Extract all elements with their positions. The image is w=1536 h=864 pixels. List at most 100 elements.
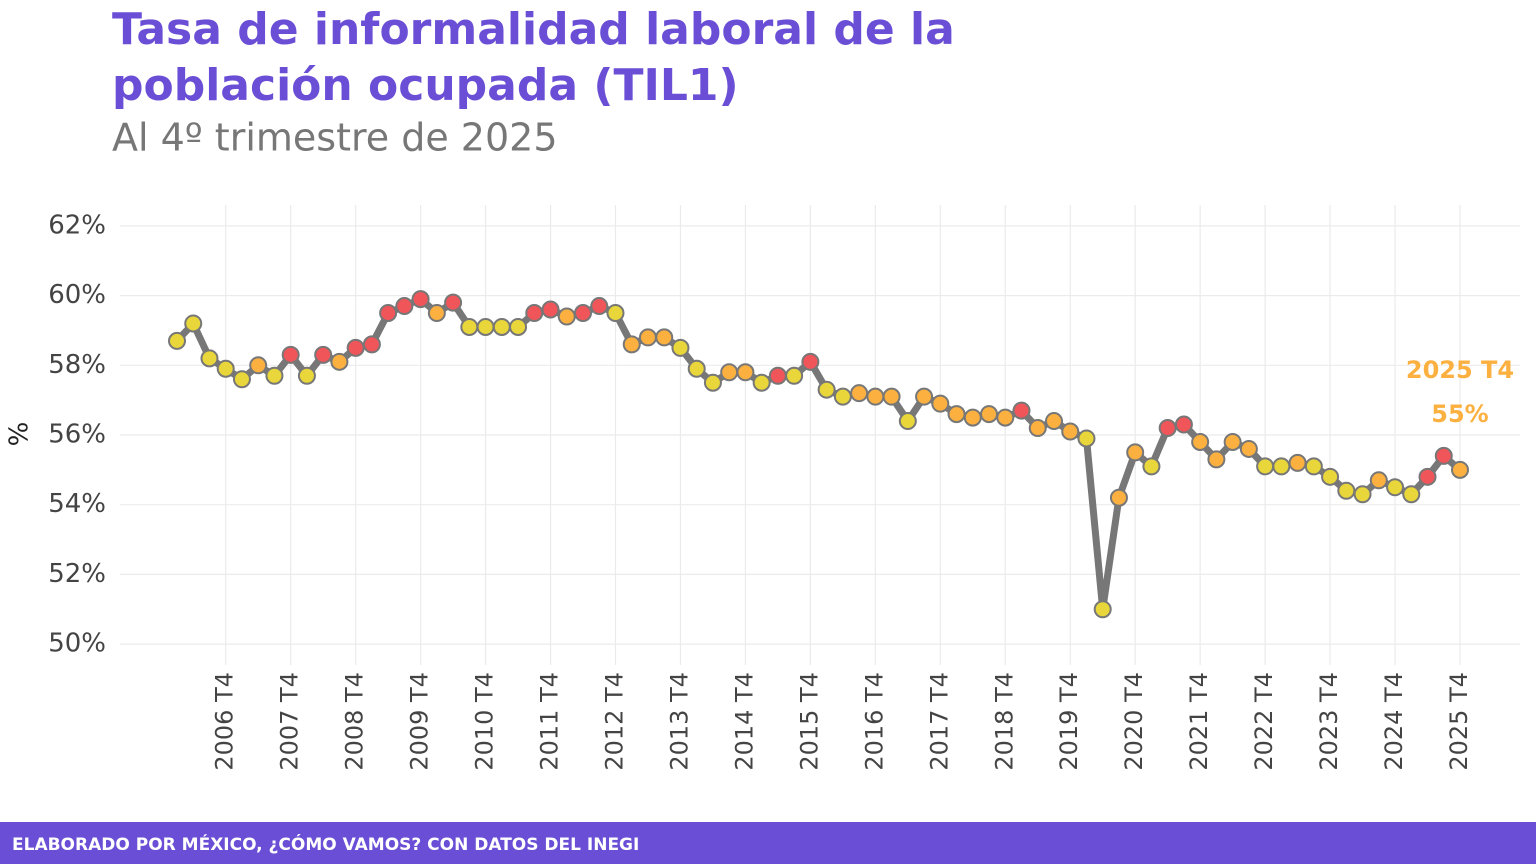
data-point: [1272, 457, 1291, 476]
x-tick-label: 2023 T4: [1315, 672, 1343, 771]
x-tick-label: 2016 T4: [860, 672, 888, 771]
data-point: [1288, 453, 1307, 472]
data-point: [1256, 457, 1275, 476]
x-tick-label: 2011 T4: [536, 672, 564, 771]
data-point: [168, 331, 186, 350]
data-point: [768, 366, 787, 385]
data-point: [720, 363, 739, 382]
x-tick-label: 2007 T4: [276, 672, 304, 771]
data-point: [1191, 432, 1210, 451]
data-point: [1061, 422, 1080, 441]
data-point: [557, 307, 576, 326]
data-point: [915, 387, 934, 406]
x-tick-label: 2017 T4: [925, 672, 953, 771]
data-point: [509, 317, 528, 336]
data-point: [996, 408, 1015, 427]
data-point: [736, 363, 755, 382]
data-point: [232, 370, 251, 389]
data-point: [281, 345, 300, 364]
data-point: [963, 408, 982, 427]
y-tick-label: 60%: [48, 280, 106, 310]
data-point: [492, 317, 511, 336]
data-point: [541, 300, 560, 319]
x-tick-label: 2018 T4: [990, 672, 1018, 771]
footer-text: ELABORADO POR MÉXICO, ¿CÓMO VAMOS? CON D…: [12, 833, 639, 855]
y-tick-label: 62%: [48, 210, 106, 240]
annotation: 2025 T4: [1406, 356, 1514, 384]
x-tick-label: 2022 T4: [1250, 672, 1278, 771]
data-point: [1353, 485, 1372, 504]
data-point: [265, 366, 284, 385]
data-point: [1207, 450, 1226, 469]
data-point: [931, 394, 950, 413]
x-tick-label: 2015 T4: [795, 672, 823, 771]
x-tick-label: 2024 T4: [1380, 672, 1408, 771]
data-point: [1093, 600, 1112, 619]
data-point: [947, 405, 966, 424]
data-point: [1142, 457, 1161, 476]
data-point: [687, 359, 706, 378]
data-point: [1418, 467, 1437, 486]
x-tick-label: 2008 T4: [341, 672, 369, 771]
data-point: [200, 349, 219, 368]
data-point: [249, 356, 268, 375]
data-point: [330, 352, 349, 371]
y-tick-label: 58%: [48, 350, 106, 380]
data-point: [622, 335, 641, 354]
data-point: [1369, 471, 1388, 490]
data-point: [785, 366, 804, 385]
data-point: [1028, 419, 1047, 438]
data-point: [590, 297, 609, 316]
data-point: [752, 373, 771, 392]
y-tick-label: 50%: [48, 629, 106, 659]
data-point: [1451, 460, 1469, 479]
data-point: [1304, 457, 1323, 476]
x-tick-label: 2019 T4: [1055, 672, 1083, 771]
data-point: [671, 338, 690, 357]
data-point: [346, 338, 365, 357]
x-tick-label: 2010 T4: [471, 672, 499, 771]
data-point: [379, 304, 398, 323]
data-point: [362, 335, 381, 354]
data-point: [395, 297, 414, 316]
data-point: [703, 373, 722, 392]
x-tick-label: 2009 T4: [406, 672, 434, 771]
data-point: [801, 352, 820, 371]
y-tick-label: 54%: [48, 489, 106, 519]
data-point: [606, 304, 625, 323]
data-point: [1434, 446, 1453, 465]
data-point: [411, 290, 430, 309]
data-point: [850, 384, 869, 403]
x-tick-label: 2006 T4: [211, 672, 239, 771]
data-point: [1109, 488, 1128, 507]
data-point: [1321, 467, 1340, 486]
data-point: [525, 304, 544, 323]
footer-bar: [0, 822, 1536, 864]
data-point: [980, 405, 999, 424]
data-point: [1402, 485, 1421, 504]
data-point: [444, 293, 463, 312]
annotation: 55%: [1431, 400, 1488, 428]
data-point: [638, 328, 657, 347]
x-tick-label: 2021 T4: [1185, 672, 1213, 771]
y-tick-label: 52%: [48, 559, 106, 589]
x-tick-label: 2012 T4: [600, 672, 628, 771]
x-tick-label: 2013 T4: [665, 672, 693, 771]
data-point: [460, 317, 479, 336]
data-point: [1126, 443, 1145, 462]
data-point: [574, 304, 593, 323]
data-point: [1239, 439, 1258, 458]
data-point: [1012, 401, 1031, 420]
data-point: [1077, 429, 1096, 448]
data-point: [898, 412, 917, 431]
chart-subtitle: Al 4º trimestre de 2025: [112, 116, 558, 160]
data-point: [1174, 415, 1193, 434]
y-tick-label: 56%: [48, 420, 106, 450]
data-point: [184, 314, 203, 333]
x-tick-label: 2020 T4: [1120, 672, 1148, 771]
data-point: [655, 328, 674, 347]
data-point: [882, 387, 901, 406]
data-point: [1223, 432, 1242, 451]
